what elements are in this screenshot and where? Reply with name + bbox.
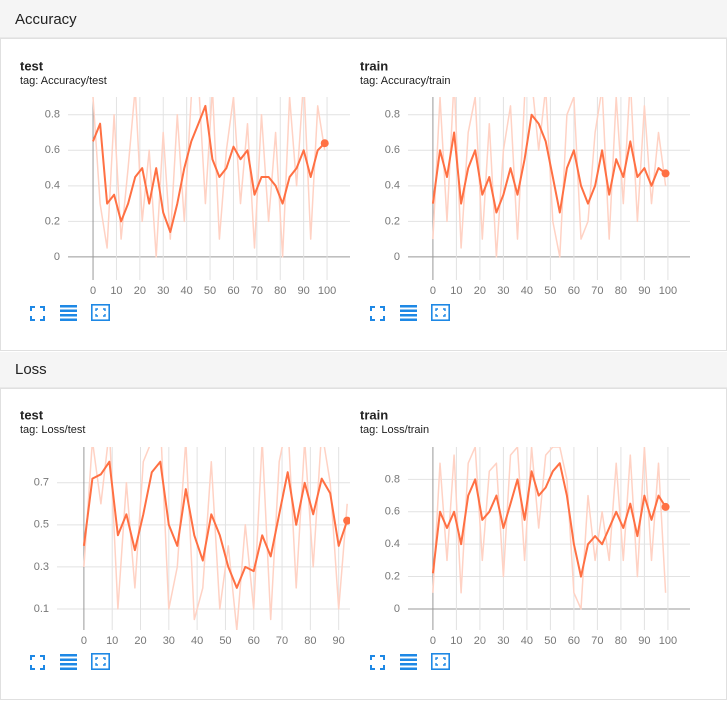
smoothed-line xyxy=(82,460,349,589)
x-tick-label: 20 xyxy=(134,285,146,297)
smoothed-line xyxy=(431,113,667,214)
x-tick-label: 40 xyxy=(181,285,193,297)
x-tick-label: 0 xyxy=(90,285,96,297)
y-tick-label: 0.6 xyxy=(385,506,400,518)
x-tick-label: 30 xyxy=(163,635,175,647)
x-tick-label: 40 xyxy=(191,635,203,647)
x-tick-label: 60 xyxy=(568,635,580,647)
raw-line xyxy=(432,447,667,610)
section-header[interactable] xyxy=(0,0,727,38)
raw-line xyxy=(83,447,348,630)
x-tick-label: 50 xyxy=(219,635,231,647)
chart-subtitle: tag: Loss/train xyxy=(360,424,429,436)
latest-point xyxy=(661,502,670,511)
y-tick-label: 0.1 xyxy=(34,603,49,615)
x-tick-label: 60 xyxy=(568,285,580,297)
y-tick-label: 0 xyxy=(394,251,400,263)
section-header[interactable] xyxy=(0,352,727,388)
chart: train tag: Loss/train 0 0.2 0.4 0.6 0.8 0 10 20 30… xyxy=(360,407,690,647)
y-tick-label: 0.2 xyxy=(385,215,400,227)
y-tick-label: 0.8 xyxy=(385,473,400,485)
x-tick-label: 30 xyxy=(497,285,509,297)
x-tick-label: 70 xyxy=(251,285,263,297)
plot-area xyxy=(92,97,329,258)
x-tick-label: 70 xyxy=(591,635,603,647)
chart-title: train xyxy=(360,407,388,422)
plot-area xyxy=(82,447,350,630)
y-tick-label: 0.3 xyxy=(34,561,49,573)
x-tick-label: 70 xyxy=(591,285,603,297)
x-tick-label: 70 xyxy=(276,635,288,647)
x-tick-label: 20 xyxy=(134,635,146,647)
chart-title: test xyxy=(20,407,44,422)
latest-point xyxy=(661,169,670,178)
x-tick-label: 50 xyxy=(544,635,556,647)
chart: test tag: Accuracy/test 0 0.2 0.4 0.6 0.8 0 10 20… xyxy=(20,58,350,297)
x-tick-label: 60 xyxy=(227,285,239,297)
section-title: Accuracy xyxy=(15,11,77,28)
x-tick-label: 50 xyxy=(204,285,216,297)
x-tick-label: 40 xyxy=(521,635,533,647)
latest-point xyxy=(343,516,350,525)
y-tick-label: 0.6 xyxy=(385,144,400,156)
y-tick-label: 0.7 xyxy=(34,477,49,489)
x-tick-label: 80 xyxy=(615,285,627,297)
plot-area xyxy=(431,97,670,258)
x-tick-label: 0 xyxy=(430,285,436,297)
x-tick-label: 90 xyxy=(333,635,345,647)
y-tick-label: 0.5 xyxy=(34,519,49,531)
y-tick-label: 0.6 xyxy=(45,144,60,156)
chart-subtitle: tag: Accuracy/train xyxy=(360,75,451,87)
chart: test tag: Loss/test 0.1 0.3 0.5 0.7 0 10 20 30 40 5… xyxy=(20,407,350,647)
x-tick-label: 20 xyxy=(474,635,486,647)
chart-title: train xyxy=(360,58,388,73)
x-tick-label: 0 xyxy=(81,635,87,647)
x-tick-label: 100 xyxy=(659,285,677,297)
x-tick-label: 50 xyxy=(544,285,556,297)
x-tick-label: 40 xyxy=(521,285,533,297)
y-tick-label: 0.2 xyxy=(45,215,60,227)
y-tick-label: 0.2 xyxy=(385,570,400,582)
x-tick-label: 10 xyxy=(450,285,462,297)
chart-subtitle: tag: Accuracy/test xyxy=(20,75,107,87)
chart-subtitle: tag: Loss/test xyxy=(20,424,85,436)
y-tick-label: 0.4 xyxy=(385,538,400,550)
smoothed-line xyxy=(431,462,667,578)
section-title: Loss xyxy=(15,361,47,378)
y-tick-label: 0.8 xyxy=(45,109,60,121)
x-tick-label: 80 xyxy=(274,285,286,297)
y-tick-label: 0.4 xyxy=(45,180,60,192)
x-tick-label: 80 xyxy=(615,635,627,647)
x-tick-label: 90 xyxy=(638,635,650,647)
x-tick-label: 80 xyxy=(304,635,316,647)
x-tick-label: 10 xyxy=(450,635,462,647)
x-tick-label: 30 xyxy=(497,635,509,647)
x-tick-label: 10 xyxy=(110,285,122,297)
x-tick-label: 100 xyxy=(318,285,336,297)
x-tick-label: 10 xyxy=(106,635,118,647)
x-tick-label: 30 xyxy=(157,285,169,297)
latest-point xyxy=(320,139,329,148)
y-tick-label: 0.8 xyxy=(385,109,400,121)
y-tick-label: 0 xyxy=(394,603,400,615)
plot-area xyxy=(431,447,670,610)
x-tick-label: 90 xyxy=(638,285,650,297)
y-tick-label: 0.4 xyxy=(385,180,400,192)
x-tick-label: 90 xyxy=(298,285,310,297)
raw-line xyxy=(92,97,326,258)
y-tick-label: 0 xyxy=(54,251,60,263)
chart-title: test xyxy=(20,58,44,73)
x-tick-label: 60 xyxy=(248,635,260,647)
x-tick-label: 0 xyxy=(430,635,436,647)
x-tick-label: 100 xyxy=(659,635,677,647)
x-tick-label: 20 xyxy=(474,285,486,297)
chart: train tag: Accuracy/train 0 0.2 0.4 0.6 0.8 0 10… xyxy=(360,58,690,297)
smoothed-line xyxy=(92,104,326,233)
